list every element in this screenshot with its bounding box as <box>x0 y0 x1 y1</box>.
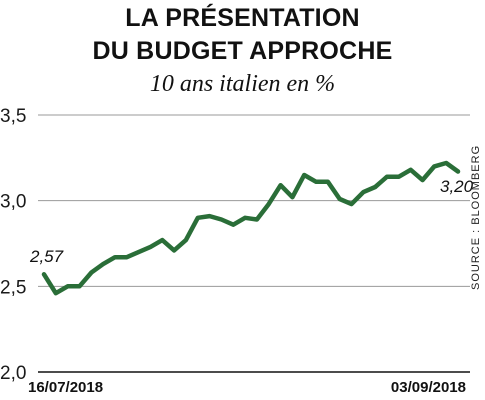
y-tick-label: 2,5 <box>0 277 26 298</box>
series-points <box>43 162 459 294</box>
y-tick-label: 3,5 <box>0 106 26 127</box>
data-label-first: 2,57 <box>29 247 64 266</box>
data-label-last: 3,20 <box>440 177 474 196</box>
x-tick-start-label: 16/07/2018 <box>28 379 103 396</box>
source-note: SOURCE : BLOOMBERG <box>470 144 482 290</box>
y-tick-label: 2,0 <box>0 363 26 384</box>
gridlines <box>38 114 470 287</box>
series-line <box>41 160 461 296</box>
y-tick-label: 3,0 <box>0 192 26 213</box>
x-axis-ticks: 16/07/2018 03/09/2018 <box>28 379 466 396</box>
chart-subtitle: 10 ans italien en % <box>149 71 336 97</box>
y-axis-ticks: 2,0 2,5 3,0 3,5 <box>0 106 26 384</box>
chart-title-line1: LA PRÉSENTATION <box>125 4 360 32</box>
x-tick-end-label: 03/09/2018 <box>391 379 466 396</box>
chart-title-line2: DU BUDGET APPROCHE <box>92 37 393 65</box>
